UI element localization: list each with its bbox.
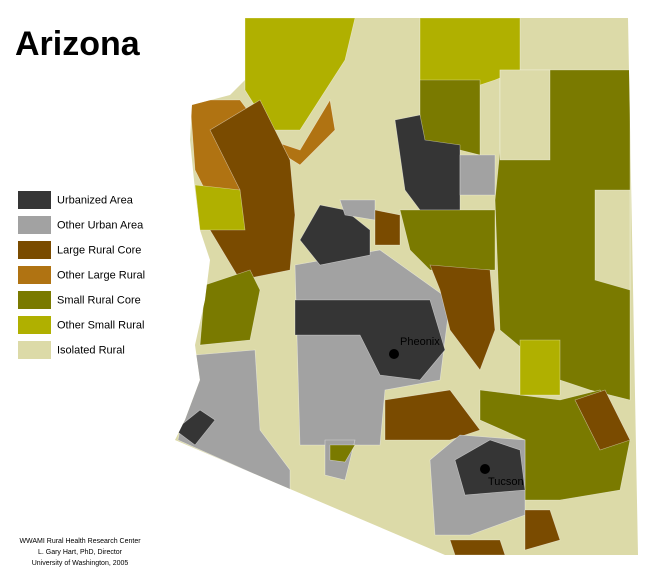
credit: WWAMI Rural Health Research Center xyxy=(19,538,141,545)
region xyxy=(524,509,561,551)
region xyxy=(199,269,261,346)
legend-label: Urbanized Area xyxy=(57,194,134,206)
legend-swatch xyxy=(18,216,51,234)
region xyxy=(429,264,496,371)
city-dot xyxy=(480,464,490,474)
map-title: Arizona xyxy=(15,25,141,63)
legend-label: Other Small Rural xyxy=(57,319,144,331)
credit: L. Gary Hart, PhD, Director xyxy=(38,549,123,556)
city-label: Tucson xyxy=(488,476,524,488)
credit: University of Washington, 2005 xyxy=(32,560,129,567)
city-label: Pheonix xyxy=(400,336,440,348)
region xyxy=(594,189,631,291)
region xyxy=(294,299,446,381)
legend: Urbanized Area Other Urban Area Large Rura… xyxy=(18,191,145,359)
region xyxy=(244,18,356,131)
legend-label: Other Urban Area xyxy=(57,219,144,231)
legend-label: Large Rural Core xyxy=(57,244,141,256)
legend-label: Isolated Rural xyxy=(57,344,125,356)
region xyxy=(299,204,371,266)
region xyxy=(374,209,401,246)
legend-swatch xyxy=(18,341,51,359)
legend-swatch xyxy=(18,316,51,334)
region xyxy=(449,539,506,555)
region xyxy=(499,69,551,161)
region xyxy=(519,339,561,396)
legend-swatch xyxy=(18,191,51,209)
region xyxy=(175,409,216,446)
region xyxy=(454,439,526,496)
region xyxy=(194,184,246,231)
region xyxy=(574,389,631,451)
city-dot xyxy=(389,349,399,359)
region xyxy=(384,389,481,441)
legend-swatch xyxy=(18,266,51,284)
region xyxy=(329,444,356,463)
legend-label: Other Large Rural xyxy=(57,269,145,281)
legend-swatch xyxy=(18,291,51,309)
legend-label: Small Rural Core xyxy=(57,294,141,306)
region xyxy=(459,154,496,196)
legend-swatch xyxy=(18,241,51,259)
